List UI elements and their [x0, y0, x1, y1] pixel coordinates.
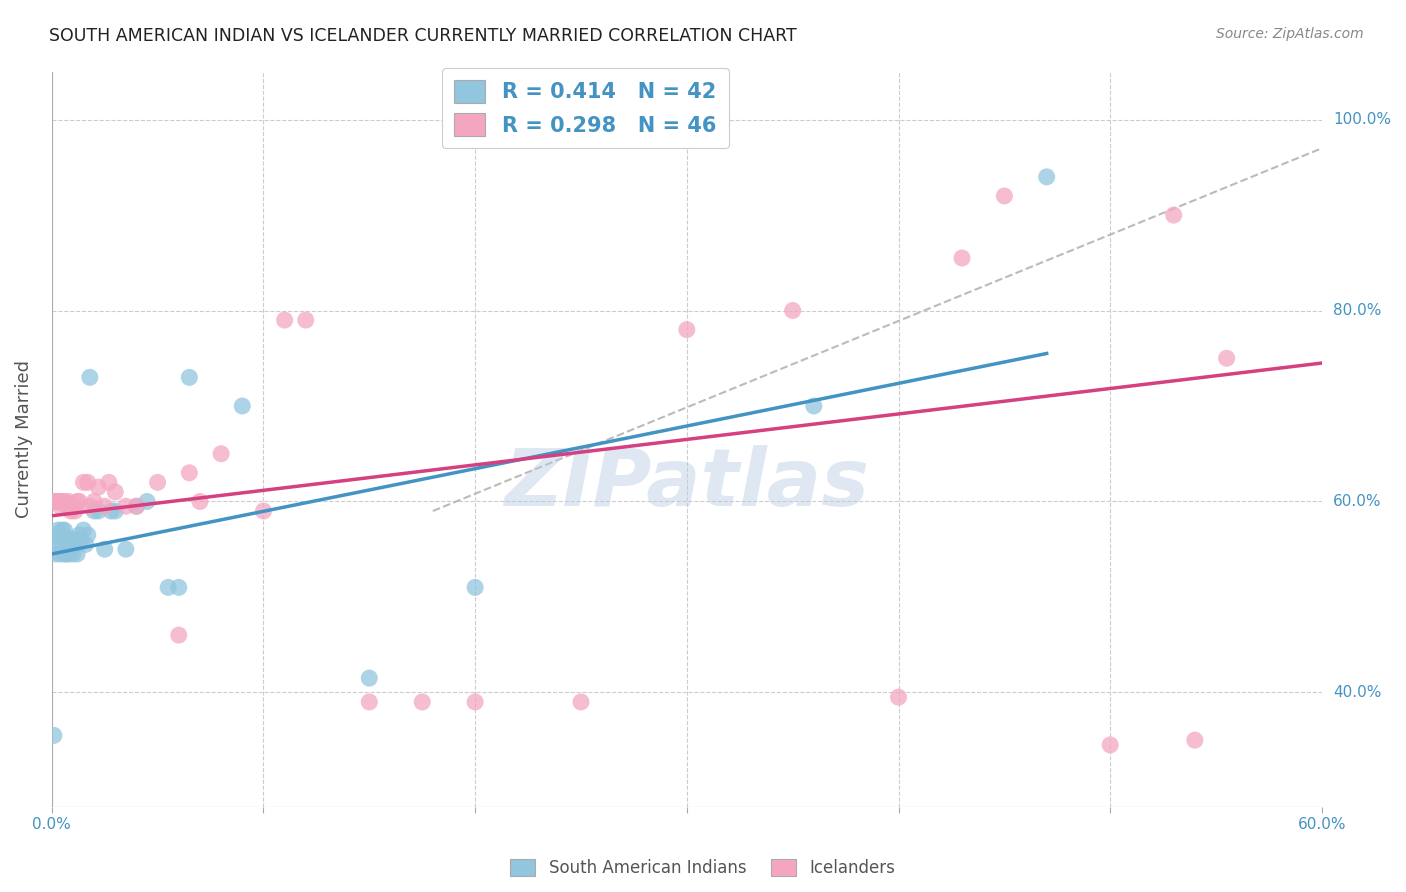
Point — [42, 494, 65, 508]
Point — [55, 500, 77, 514]
Point — [993, 189, 1015, 203]
Point — [1184, 733, 1206, 747]
Text: 40.0%: 40.0% — [1333, 685, 1381, 700]
Point — [66, 547, 89, 561]
Point — [49, 528, 72, 542]
Point — [58, 500, 80, 514]
Point — [67, 528, 90, 542]
Point — [42, 728, 65, 742]
Point — [45, 494, 67, 508]
Point — [45, 528, 67, 542]
Y-axis label: Currently Married: Currently Married — [15, 360, 32, 518]
Point — [49, 500, 72, 514]
Point — [62, 547, 84, 561]
Point — [1099, 738, 1122, 752]
Point — [79, 370, 101, 384]
Point — [1163, 208, 1185, 222]
Point — [179, 370, 201, 384]
Point — [83, 494, 105, 508]
Point — [83, 504, 105, 518]
Point — [675, 323, 697, 337]
Point — [46, 494, 69, 508]
Point — [72, 523, 94, 537]
Point — [62, 500, 84, 514]
Point — [115, 542, 138, 557]
Text: Source: ZipAtlas.com: Source: ZipAtlas.com — [1216, 27, 1364, 41]
Point — [79, 500, 101, 514]
Point — [231, 399, 253, 413]
Point — [53, 494, 76, 508]
Point — [51, 523, 73, 537]
Point — [93, 500, 115, 514]
Point — [55, 547, 77, 561]
Point — [76, 475, 98, 490]
Text: 80.0%: 80.0% — [1333, 303, 1381, 318]
Legend: South American Indians, Icelanders: South American Indians, Icelanders — [503, 852, 903, 884]
Point — [146, 475, 169, 490]
Point — [136, 494, 159, 508]
Point — [46, 523, 69, 537]
Point — [62, 533, 84, 547]
Point — [49, 547, 72, 561]
Point — [252, 504, 274, 518]
Point — [97, 475, 120, 490]
Point — [1035, 169, 1057, 184]
Point — [294, 313, 316, 327]
Point — [359, 695, 381, 709]
Point — [58, 547, 80, 561]
Point — [46, 537, 69, 551]
Point — [67, 494, 90, 508]
Point — [53, 547, 76, 561]
Point — [359, 671, 381, 685]
Legend: R = 0.414   N = 42, R = 0.298   N = 46: R = 0.414 N = 42, R = 0.298 N = 46 — [441, 68, 728, 148]
Point — [93, 542, 115, 557]
Point — [63, 504, 86, 518]
Point — [63, 537, 86, 551]
Point — [115, 500, 138, 514]
Point — [66, 494, 89, 508]
Point — [950, 251, 973, 265]
Point — [167, 628, 190, 642]
Point — [167, 581, 190, 595]
Text: ZIPatlas: ZIPatlas — [505, 444, 869, 523]
Point — [157, 581, 180, 595]
Point — [59, 504, 82, 518]
Point — [569, 695, 592, 709]
Point — [104, 504, 127, 518]
Point — [45, 547, 67, 561]
Text: 100.0%: 100.0% — [1333, 112, 1391, 127]
Point — [273, 313, 295, 327]
Text: SOUTH AMERICAN INDIAN VS ICELANDER CURRENTLY MARRIED CORRELATION CHART: SOUTH AMERICAN INDIAN VS ICELANDER CURRE… — [49, 27, 797, 45]
Point — [58, 537, 80, 551]
Point — [782, 303, 804, 318]
Point — [75, 537, 97, 551]
Point — [188, 494, 211, 508]
Point — [51, 494, 73, 508]
Point — [87, 504, 110, 518]
Point — [179, 466, 201, 480]
Point — [72, 475, 94, 490]
Point — [104, 484, 127, 499]
Point — [53, 523, 76, 537]
Point — [76, 528, 98, 542]
Point — [803, 399, 825, 413]
Point — [464, 581, 486, 595]
Point — [1215, 351, 1237, 366]
Point — [55, 537, 77, 551]
Point — [100, 504, 122, 518]
Point — [411, 695, 433, 709]
Point — [464, 695, 486, 709]
Point — [59, 533, 82, 547]
Point — [49, 494, 72, 508]
Point — [87, 480, 110, 494]
Point — [887, 690, 910, 705]
Text: 60.0%: 60.0% — [1333, 494, 1382, 509]
Point — [209, 447, 232, 461]
Point — [58, 494, 80, 508]
Point — [125, 500, 148, 514]
Point — [125, 500, 148, 514]
Point — [51, 537, 73, 551]
Point — [70, 533, 93, 547]
